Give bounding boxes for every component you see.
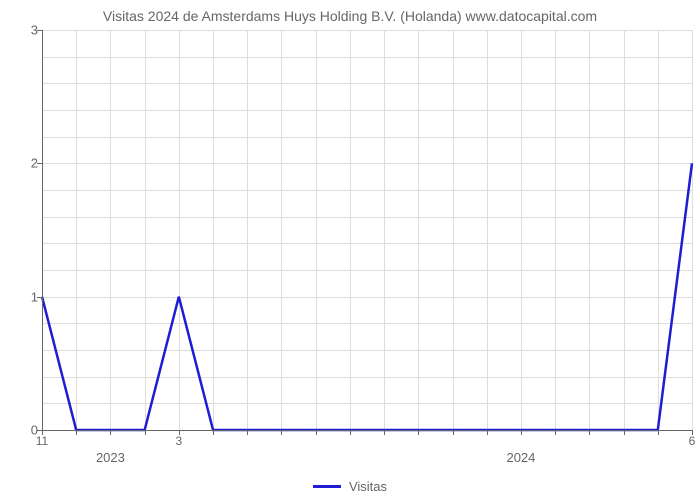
x-major-label: 2023 — [96, 450, 125, 465]
legend-swatch — [313, 485, 341, 488]
chart-title: Visitas 2024 de Amsterdams Huys Holding … — [0, 0, 700, 24]
chart-container: Visitas 2024 de Amsterdams Huys Holding … — [0, 0, 700, 500]
y-tick — [37, 163, 42, 164]
x-tick — [453, 430, 454, 435]
x-tick-label: 6 — [689, 434, 696, 448]
x-tick — [76, 430, 77, 435]
x-tick — [145, 430, 146, 435]
y-tick — [37, 297, 42, 298]
x-major-label: 2024 — [506, 450, 535, 465]
chart-legend: Visitas — [313, 479, 387, 494]
x-tick — [316, 430, 317, 435]
x-tick — [658, 430, 659, 435]
legend-label: Visitas — [349, 479, 387, 494]
grid-line-vertical — [692, 30, 693, 430]
x-tick — [213, 430, 214, 435]
x-tick — [384, 430, 385, 435]
line-series — [42, 30, 692, 430]
x-tick — [624, 430, 625, 435]
x-tick — [418, 430, 419, 435]
x-tick — [555, 430, 556, 435]
x-tick — [110, 430, 111, 435]
x-tick — [281, 430, 282, 435]
x-tick — [521, 430, 522, 435]
x-tick — [247, 430, 248, 435]
x-tick-label: 11 — [36, 434, 48, 448]
plot-area — [42, 30, 692, 430]
y-axis — [42, 30, 43, 430]
x-tick — [350, 430, 351, 435]
x-tick — [589, 430, 590, 435]
x-tick-label: 3 — [175, 434, 182, 448]
y-tick — [37, 30, 42, 31]
x-axis — [42, 430, 692, 431]
x-tick — [487, 430, 488, 435]
data-line — [42, 163, 692, 430]
